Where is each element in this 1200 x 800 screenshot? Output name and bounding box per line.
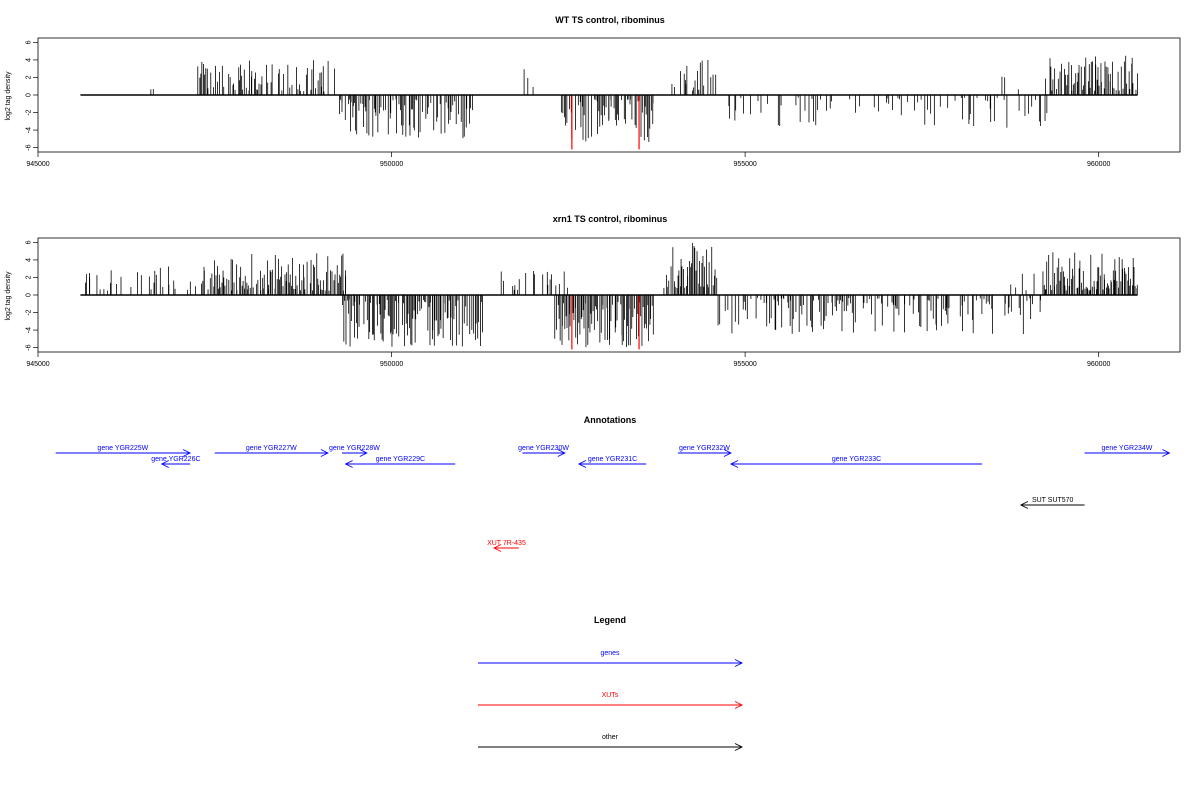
y-tick-label: 2 <box>26 275 33 279</box>
y-tick-label: -4 <box>26 127 33 133</box>
legend-label: other <box>602 734 619 741</box>
feature-label: gene YGR232W <box>679 445 730 452</box>
feature-label: gene YGR234W <box>1102 445 1153 452</box>
x-tick-label: 945000 <box>26 161 49 168</box>
y-tick-label: -6 <box>26 344 33 350</box>
legend-label: genes <box>600 650 620 657</box>
xrn1-track-plot-area: 6 4 2 0 -2 -4 -6 945000 950000 955000 960000 <box>26 240 1138 368</box>
y-tick-label: 0 <box>26 93 33 97</box>
feature-label: gene YGR226C <box>151 456 200 463</box>
feature-arrow <box>1019 501 1085 509</box>
x-tick-label: 960000 <box>1087 361 1110 368</box>
legend-label: XUTs <box>602 692 619 699</box>
feature-label: XUT 7R-435 <box>487 540 526 547</box>
feature-label: gene YGR227W <box>246 445 297 452</box>
y-tick-label: -2 <box>26 309 33 315</box>
wt-track-ylabel: log2 tag density <box>5 71 12 121</box>
wt-track-title: WT TS control, ribominus <box>555 15 665 25</box>
wt-track-panel: WT TS control, ribominus log2 tag densit… <box>5 15 1181 168</box>
y-tick-label: 4 <box>26 58 33 62</box>
feature-label: gene YGR228W <box>329 445 380 452</box>
feature-label: gene YGR229C <box>376 456 425 463</box>
legend-arrow <box>478 659 744 667</box>
legend-items: genes XUTs other <box>478 650 744 751</box>
feature-arrow <box>577 460 647 468</box>
feature-arrow <box>214 449 329 457</box>
feature-label: gene YGR230W <box>518 445 569 452</box>
y-tick-label: -4 <box>26 327 33 333</box>
y-tick-label: 2 <box>26 75 33 79</box>
legend-panel: Legend genes XUTs other <box>478 615 744 751</box>
feature-label: gene YGR231C <box>588 456 637 463</box>
feature-arrow <box>342 449 368 457</box>
feature-arrow <box>677 449 732 457</box>
x-tick-label: 950000 <box>380 361 403 368</box>
y-tick-label: 0 <box>26 293 33 297</box>
xrn1-track-panel: xrn1 TS control, ribominus log2 tag dens… <box>5 214 1181 368</box>
y-tick-label: 4 <box>26 258 33 262</box>
feature-arrow <box>1084 449 1171 457</box>
x-tick-label: 945000 <box>26 361 49 368</box>
feature-label: gene YGR225W <box>97 445 148 452</box>
feature-arrow <box>729 460 983 468</box>
feature-label: gene YGR233C <box>832 456 881 463</box>
y-tick-label: 6 <box>26 240 33 244</box>
xrn1-track-ylabel: log2 tag density <box>5 271 12 321</box>
x-tick-label: 955000 <box>733 361 756 368</box>
y-tick-label: -2 <box>26 109 33 115</box>
wt-track-plot-area: 6 4 2 0 -2 -4 -6 945000 950000 955000 960000 <box>26 40 1138 168</box>
annotations-title: Annotations <box>584 415 637 425</box>
feature-arrow <box>344 460 456 468</box>
xrn1-track-title: xrn1 TS control, ribominus <box>553 214 668 224</box>
legend-arrow <box>478 743 744 751</box>
x-tick-label: 960000 <box>1087 161 1110 168</box>
x-tick-label: 950000 <box>380 161 403 168</box>
feature-arrow <box>160 460 191 468</box>
y-tick-label: 6 <box>26 40 33 44</box>
feature-arrow <box>493 544 519 552</box>
feature-label: SUT SUT570 <box>1032 497 1074 504</box>
legend-title: Legend <box>594 615 626 625</box>
y-tick-label: -6 <box>26 144 33 150</box>
feature-arrow <box>55 449 192 457</box>
x-tick-label: 955000 <box>733 161 756 168</box>
feature-arrow <box>522 449 566 457</box>
legend-arrow <box>478 701 744 709</box>
